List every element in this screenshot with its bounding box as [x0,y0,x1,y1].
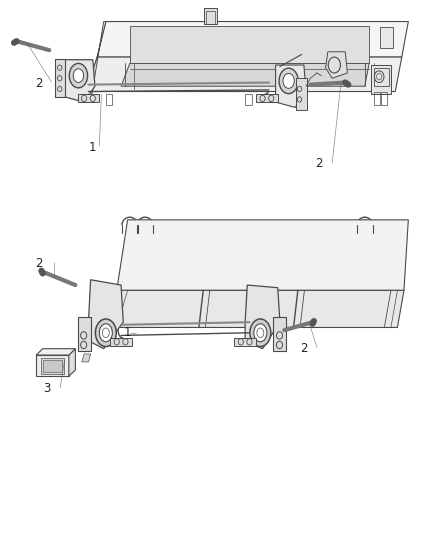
Polygon shape [106,290,404,327]
Bar [296,78,307,110]
Bar [381,92,388,105]
Bar [110,338,132,346]
Bar [204,9,217,24]
Bar [55,59,65,97]
Text: 2: 2 [315,157,323,169]
Ellipse shape [283,74,294,88]
Text: 2: 2 [35,77,42,90]
Polygon shape [245,285,280,349]
Ellipse shape [279,68,298,94]
Polygon shape [276,65,306,108]
Text: 1: 1 [89,141,96,154]
Polygon shape [97,21,408,57]
Text: 2: 2 [35,257,42,270]
Bar [234,338,256,346]
Bar [245,94,252,105]
Polygon shape [64,60,95,102]
Ellipse shape [99,324,113,342]
Ellipse shape [95,319,116,346]
Polygon shape [86,57,402,92]
Polygon shape [36,355,69,376]
Text: 3: 3 [43,382,51,395]
Bar [206,11,215,24]
Bar [43,360,62,372]
Ellipse shape [69,63,88,88]
Bar [374,92,380,105]
Polygon shape [325,52,347,78]
Text: 1: 1 [124,326,131,340]
Bar [371,65,391,94]
Bar [41,358,64,374]
Bar [78,317,91,351]
Ellipse shape [254,324,267,342]
Bar [256,94,278,102]
Polygon shape [121,63,369,86]
Polygon shape [117,220,408,290]
Bar [374,68,389,86]
Polygon shape [88,280,123,349]
Bar [273,317,286,351]
Polygon shape [86,21,106,102]
Polygon shape [82,354,91,362]
Ellipse shape [73,69,84,83]
Text: 2: 2 [300,342,307,355]
Bar [78,94,99,102]
Bar [106,94,113,105]
Polygon shape [69,349,75,376]
Polygon shape [36,349,75,355]
Polygon shape [130,26,369,63]
Ellipse shape [250,319,271,346]
Bar [380,27,393,48]
